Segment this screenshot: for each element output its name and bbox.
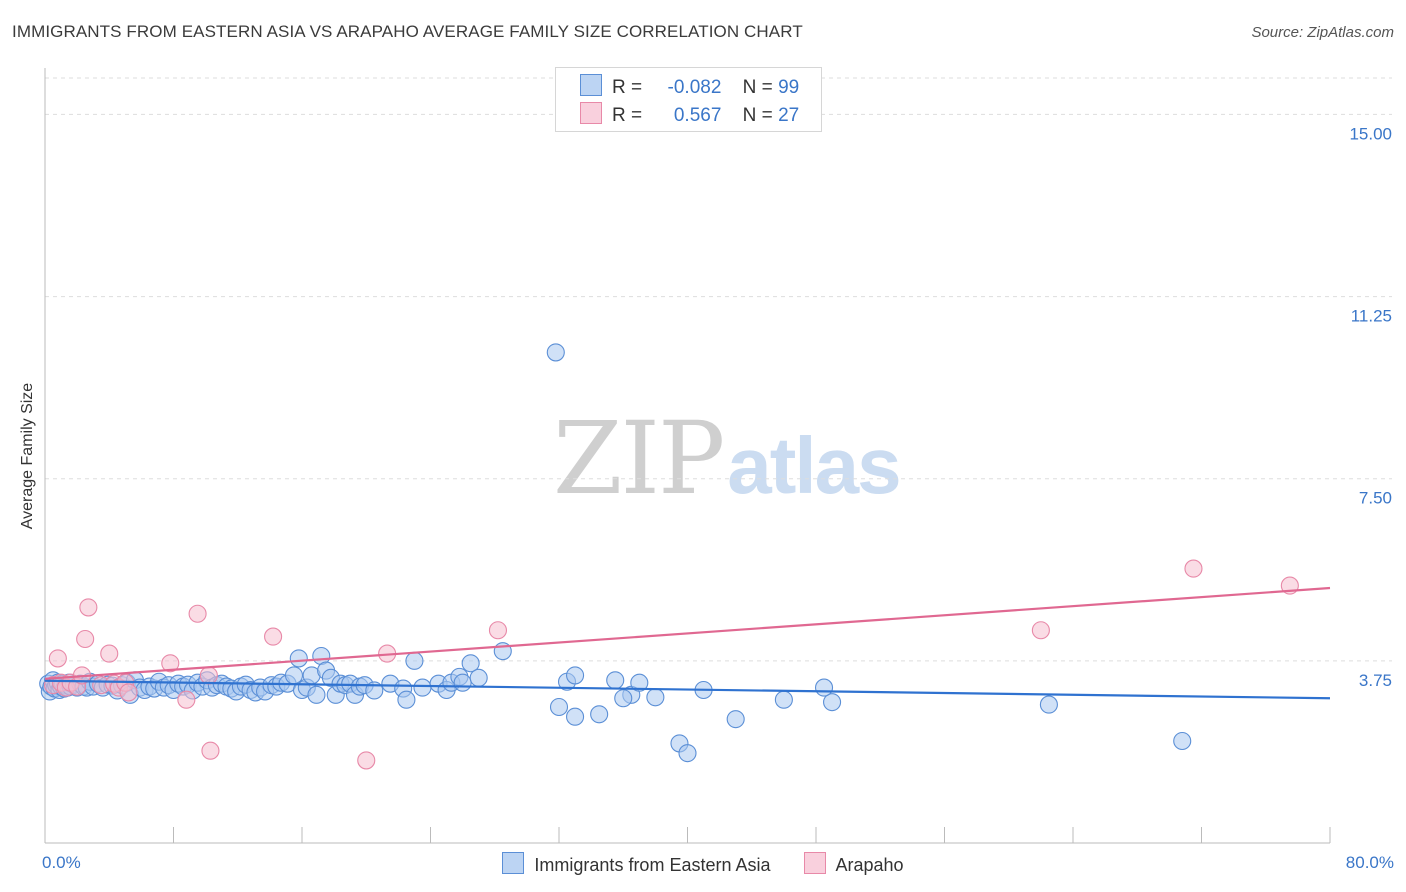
legend-swatch-blue [580,74,602,96]
data-point-eastern-asia [289,649,308,668]
data-point-eastern-asia [1039,695,1058,714]
data-point-arapaho [201,741,220,760]
data-point-arapaho [188,604,207,623]
legend-n-label: N = [742,77,773,98]
data-point-eastern-asia [1173,731,1192,751]
series-legend-swatch-blue [502,852,525,874]
data-point-eastern-asia [405,651,424,670]
data-point-eastern-asia [774,690,793,709]
data-point-arapaho [1031,621,1050,640]
data-point-eastern-asia [413,678,432,697]
data-point-eastern-asia [606,671,625,690]
data-point-eastern-asia [814,678,834,697]
legend-n-label: N = [742,105,773,126]
data-point-arapaho [357,751,376,770]
data-point-eastern-asia [566,666,585,685]
y-tick-label: 11.25 [1351,307,1392,326]
data-point-eastern-asia [453,673,472,692]
watermark-atlas: atlas [727,421,901,510]
data-point-eastern-asia [546,343,565,362]
data-point-eastern-asia [646,688,665,707]
chart-title: IMMIGRANTS FROM EASTERN ASIA VS ARAPAHO … [12,22,803,41]
data-point-arapaho [177,690,196,709]
stats-legend: R = -0.082 N = 99 R = 0.567 N = 27 [555,67,822,132]
legend-row-arapaho: R = 0.567 N = 27 [580,102,799,128]
y-tick-label: 7.50 [1359,489,1392,508]
legend-r-value: -0.082 [667,77,722,98]
data-point-arapaho [79,598,98,617]
data-point-eastern-asia [461,654,480,673]
watermark: ZIPatlas [553,400,902,517]
legend-r-label: R = [612,77,643,98]
data-point-arapaho [119,683,138,702]
data-point-arapaho [48,649,67,668]
series-legend: Immigrants from Eastern Asia Arapaho [0,852,1406,876]
data-point-arapaho [100,644,119,663]
data-point-arapaho [1184,559,1203,578]
data-point-arapaho [161,654,180,673]
y-tick-label: 15.00 [1349,124,1392,143]
series-legend-label: Immigrants from Eastern Asia [534,855,771,875]
legend-n-value: 99 [778,77,800,98]
series-legend-swatch-pink [803,852,826,874]
legend-r-label: R = [612,105,643,126]
data-point-eastern-asia [614,689,633,708]
series-legend-item-arapaho: Arapaho [803,852,904,876]
trend-line-eastern-asia [44,679,1331,700]
series-legend-label: Arapaho [835,855,904,875]
data-point-eastern-asia [590,705,609,724]
trend-line-arapaho [44,586,1331,680]
data-point-eastern-asia [726,710,745,729]
data-point-eastern-asia [630,673,649,692]
x-tick-label-min: 0.0% [42,853,81,872]
data-point-arapaho [264,627,283,646]
legend-n-value: 27 [778,105,800,126]
data-point-eastern-asia [823,693,842,712]
y-tick-label: 3.75 [1359,671,1392,690]
x-tick-label-max: 80.0% [1345,853,1394,872]
watermark-zip: ZIP [553,400,725,517]
source-label: Source: ZipAtlas.com [1251,24,1394,41]
data-point-eastern-asia [549,697,569,717]
data-point-arapaho [76,629,95,649]
legend-row-eastern-asia: R = -0.082 N = 99 [580,74,799,100]
legend-swatch-pink [580,102,602,124]
data-point-eastern-asia [397,690,416,709]
data-point-eastern-asia [469,668,488,687]
data-point-arapaho [488,621,508,640]
legend-r-value: 0.567 [673,105,722,126]
series-legend-item-eastern-asia: Immigrants from Eastern Asia [502,852,771,876]
data-point-arapaho [199,666,218,685]
data-point-eastern-asia [566,707,585,726]
data-point-eastern-asia [678,744,697,763]
data-point-eastern-asia [307,685,326,704]
